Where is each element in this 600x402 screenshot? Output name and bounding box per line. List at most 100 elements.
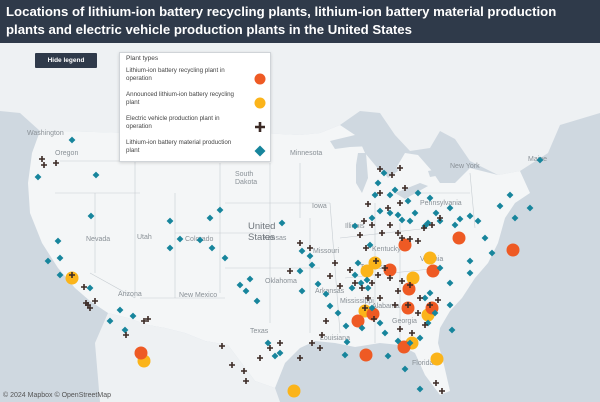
recycling-plant-marker[interactable] [452,231,466,245]
recycling-plant-marker[interactable] [506,243,520,257]
material-plant-marker[interactable] [271,352,279,360]
ev-plant-marker[interactable] [92,298,98,304]
ev-plant-marker[interactable] [409,330,415,336]
material-plant-marker[interactable] [380,169,388,177]
material-plant-marker[interactable] [87,212,95,220]
material-plant-marker[interactable] [116,306,124,314]
ev-plant-marker[interactable] [369,222,375,228]
material-plant-marker[interactable] [343,338,351,346]
material-plant-marker[interactable] [431,309,439,317]
ev-plant-marker[interactable] [417,295,423,301]
ev-plant-marker[interactable] [382,265,388,271]
material-plant-marker[interactable] [308,261,316,269]
material-plant-marker[interactable] [34,173,42,181]
ev-plant-marker[interactable] [373,258,379,264]
material-plant-marker[interactable] [436,264,444,272]
material-plant-marker[interactable] [334,309,342,317]
ev-plant-marker[interactable] [309,340,315,346]
material-plant-marker[interactable] [398,216,406,224]
material-plant-marker[interactable] [406,217,414,225]
material-plant-marker[interactable] [481,234,489,242]
ev-plant-marker[interactable] [399,278,405,284]
ev-plant-marker[interactable] [317,345,323,351]
ev-plant-marker[interactable] [297,240,303,246]
material-plant-marker[interactable] [92,171,100,179]
material-plant-marker[interactable] [406,339,414,347]
ev-plant-marker[interactable] [297,355,303,361]
material-plant-marker[interactable] [176,235,184,243]
ev-plant-marker[interactable] [369,280,375,286]
ev-plant-marker[interactable] [421,225,427,231]
material-plant-marker[interactable] [306,252,314,260]
material-plant-marker[interactable] [351,271,359,279]
ev-plant-marker[interactable] [53,160,59,166]
ev-plant-marker[interactable] [145,316,151,322]
recycling-plant-marker[interactable] [351,314,365,328]
ev-plant-marker[interactable] [363,245,369,251]
recycling-plant-marker[interactable] [397,340,411,354]
material-plant-marker[interactable] [391,186,399,194]
material-plant-marker[interactable] [253,297,261,305]
material-plant-marker[interactable] [364,284,372,292]
material-plant-marker[interactable] [366,241,374,249]
material-plant-marker[interactable] [296,267,304,275]
material-plant-marker[interactable] [354,259,362,267]
ev-plant-marker[interactable] [243,378,249,384]
material-plant-marker[interactable] [348,284,356,292]
material-plant-marker[interactable] [166,217,174,225]
ev-plant-marker[interactable] [405,302,411,308]
material-plant-marker[interactable] [208,244,216,252]
announced-recycling-plant-marker[interactable] [368,256,382,270]
ev-plant-marker[interactable] [392,302,398,308]
announced-recycling-plant-marker[interactable] [360,264,374,278]
ev-plant-marker[interactable] [407,282,413,288]
ev-plant-marker[interactable] [323,318,329,324]
ev-plant-marker[interactable] [267,345,273,351]
ev-plant-marker[interactable] [337,283,343,289]
material-plant-marker[interactable] [342,322,350,330]
material-plant-marker[interactable] [421,294,429,302]
material-plant-marker[interactable] [368,304,376,312]
ev-plant-marker[interactable] [365,295,371,301]
ev-plant-marker[interactable] [407,236,413,242]
material-plant-marker[interactable] [54,237,62,245]
ev-plant-marker[interactable] [387,275,393,281]
ev-plant-marker[interactable] [435,297,441,303]
hide-legend-button[interactable]: Hide legend [35,53,97,68]
material-plant-marker[interactable] [404,197,412,205]
material-plant-marker[interactable] [466,269,474,277]
material-plant-marker[interactable] [416,385,424,393]
material-plant-marker[interactable] [264,339,272,347]
ev-plant-marker[interactable] [399,235,405,241]
material-plant-marker[interactable] [414,189,422,197]
material-plant-marker[interactable] [496,202,504,210]
material-plant-marker[interactable] [276,349,284,357]
material-plant-marker[interactable] [446,301,454,309]
material-plant-marker[interactable] [216,206,224,214]
ev-plant-marker[interactable] [39,156,45,162]
material-plant-marker[interactable] [357,279,365,287]
material-plant-marker[interactable] [446,204,454,212]
material-plant-marker[interactable] [401,365,409,373]
ev-plant-marker[interactable] [362,305,368,311]
material-plant-marker[interactable] [394,337,402,345]
material-plant-marker[interactable] [411,209,419,217]
ev-plant-marker[interactable] [361,218,367,224]
ev-plant-marker[interactable] [397,165,403,171]
ev-plant-marker[interactable] [357,232,363,238]
ev-plant-marker[interactable] [141,318,147,324]
ev-plant-marker[interactable] [359,285,365,291]
material-plant-marker[interactable] [432,209,440,217]
ev-plant-marker[interactable] [377,295,383,301]
material-plant-marker[interactable] [376,207,384,215]
material-plant-marker[interactable] [526,204,534,212]
ev-plant-marker[interactable] [332,260,338,266]
material-plant-marker[interactable] [363,276,371,284]
ev-plant-marker[interactable] [397,200,403,206]
ev-plant-marker[interactable] [433,380,439,386]
ev-plant-marker[interactable] [415,238,421,244]
material-plant-marker[interactable] [326,302,334,310]
material-plant-marker[interactable] [451,221,459,229]
ev-plant-marker[interactable] [437,215,443,221]
recycling-plant-marker[interactable] [426,264,440,278]
